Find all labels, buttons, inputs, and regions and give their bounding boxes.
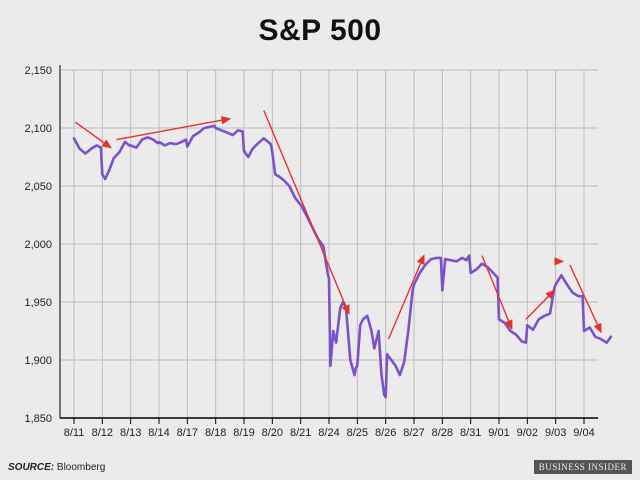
annotation-arrow [481,255,513,330]
y-tick-label: 2,100 [24,123,52,135]
source-note: SOURCE: Bloomberg [8,462,105,473]
source-text: Bloomberg [56,462,106,473]
y-tick-label: 2,000 [24,239,52,251]
annotation-arrow [75,121,112,149]
x-tick-label: 8/24 [318,427,339,439]
footer: SOURCE: Bloomberg BUSINESS INSIDER [0,456,640,480]
x-tick-label: 9/03 [545,427,566,439]
y-tick-label: 1,950 [24,297,52,309]
y-tick-label: 1,900 [24,355,52,367]
x-tick-label: 8/26 [375,427,396,439]
x-tick-label: 8/21 [290,427,311,439]
x-tick-label: 9/02 [517,427,538,439]
x-tick-label: 8/31 [460,427,481,439]
source-label: SOURCE: [8,462,55,473]
y-tick-label: 2,050 [24,181,52,193]
x-tick-label: 8/14 [148,427,169,439]
annotation-arrow [525,289,556,320]
annotation-arrow [387,254,425,340]
annotation-arrow [263,110,350,315]
x-tick-label: 8/17 [177,427,198,439]
x-tick-label: 8/28 [432,427,453,439]
annotation-arrow [116,116,232,141]
x-tick-label: 9/01 [488,427,509,439]
x-tick-label: 9/04 [573,427,594,439]
chart-title: S&P 500 [258,14,382,47]
x-tick-label: 8/18 [205,427,226,439]
x-tick-label: 8/27 [403,427,424,439]
x-tick-label: 8/11 [64,427,85,439]
line-chart: 1,850 1,900 1,950 2,000 2,050 2,100 2,150 8/11 8… [24,65,613,439]
y-tick-label: 1,850 [24,413,52,425]
brand-logo: BUSINESS INSIDER [533,460,632,474]
x-tick-label: 8/12 [92,427,113,439]
annotation-arrow [569,264,602,334]
series-line [72,124,613,399]
y-tick-label: 2,150 [24,65,52,77]
x-tick-label: 8/20 [262,427,283,439]
x-tick-label: 8/13 [120,427,141,439]
x-tick-label: 8/25 [347,427,368,439]
x-tick-label: 8/19 [233,427,254,439]
